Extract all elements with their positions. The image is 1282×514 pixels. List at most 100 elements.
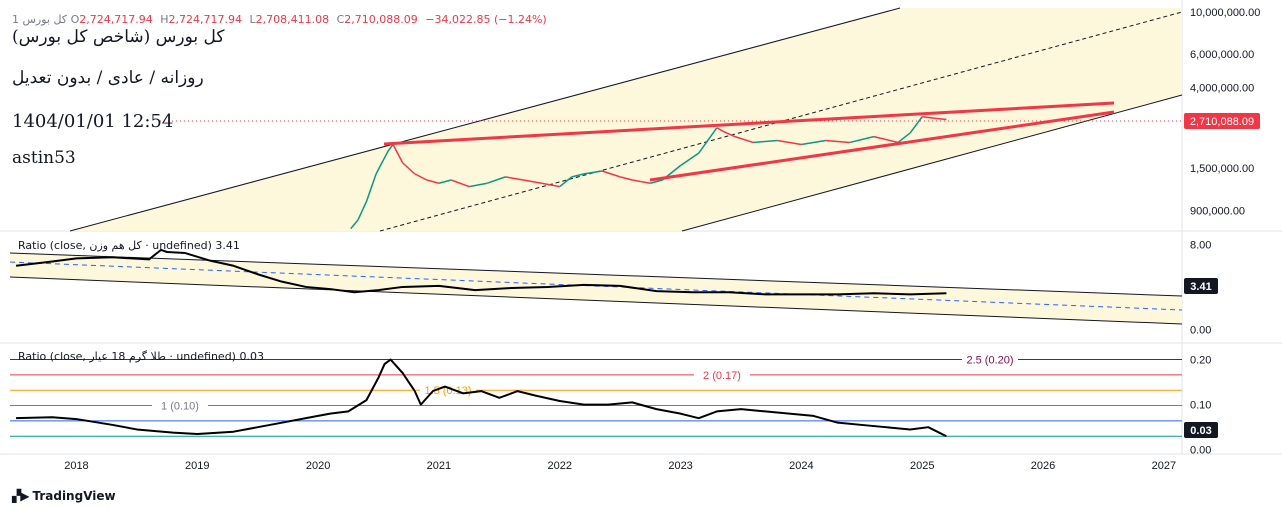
price-tick-label: 4,000,000.00	[1190, 82, 1254, 94]
chart-datetime: 1404/01/01 12:54	[12, 111, 174, 132]
close-label: C	[336, 13, 345, 26]
ratio1-value-badge-label: 3.41	[1190, 281, 1211, 293]
tradingview-brand[interactable]: ▞▶ TradingView	[12, 489, 116, 503]
ratio1-legend-name: Ratio (close, کل هم وزن · undefined)	[18, 239, 212, 252]
fib-levels[interactable]: 2.5 (0.20) 2 (0.17) 1.5 (0.13) 1 (0.10)	[10, 353, 1182, 437]
price-tick-label: 1,500,000.00	[1190, 163, 1254, 175]
channel-upper-line[interactable]	[69, 7, 901, 232]
ratio1-tick-label: 0.00	[1190, 324, 1211, 336]
last-price-label: 2,710,088.09	[1190, 116, 1254, 128]
ratio1-series[interactable]	[15, 248, 947, 296]
ratio1-channel-lower[interactable]	[9, 276, 1183, 325]
high-value: 2,724,717.94	[168, 13, 242, 26]
price-tick-label: 10,000,000.00	[1190, 7, 1260, 19]
low-value: 2,708,411.08	[255, 13, 330, 26]
ratio2-line[interactable]	[16, 358, 947, 438]
chart-author: astin53	[12, 148, 76, 168]
time-axis[interactable]: 2018 2019 2020 2021 2022 2023 2024 2025 2026 2027	[64, 460, 1176, 472]
price-segment	[541, 182, 560, 188]
ratio2-legend[interactable]: Ratio (close, طلا گرم 18 عیار · undefine…	[18, 350, 264, 363]
channel-lower-line[interactable]	[681, 94, 1183, 232]
time-tick-label: 2018	[64, 460, 88, 472]
symbol-label: 1 کل بورس	[12, 13, 68, 26]
price-segment	[392, 144, 404, 164]
time-tick-label: 2020	[306, 460, 330, 472]
ratio-pane-2[interactable]: 2.5 (0.20) 2 (0.17) 1.5 (0.13) 1 (0.10) 0.2…	[10, 353, 1218, 457]
price-segment	[753, 139, 778, 144]
time-tick-label: 2023	[668, 460, 692, 472]
price-segment	[505, 176, 524, 181]
channel-fill	[70, 8, 1182, 231]
price-segment	[909, 116, 923, 134]
trendline-upper[interactable]	[383, 101, 1115, 146]
price-segment	[897, 132, 911, 144]
ratio1-price-axis[interactable]: 8.00 0.00	[1190, 240, 1211, 337]
ratio2-price-axis[interactable]: 0.20 0.10 0.00	[1190, 355, 1211, 457]
price-segment	[922, 116, 935, 119]
time-tick-label: 2026	[1031, 460, 1055, 472]
fib-level-label: 1.5 (0.13)	[424, 385, 471, 397]
price-segment	[680, 152, 700, 167]
ratio1-line[interactable]	[15, 248, 947, 296]
main-pane[interactable]: 10,000,000.00 6,000,000.00 4,000,000.00 1,5…	[69, 7, 1260, 232]
ratio2-series[interactable]	[16, 358, 947, 438]
fib-level-label: 2.5 (0.20)	[966, 355, 1013, 367]
price-segment	[801, 139, 826, 146]
price-segment	[487, 176, 506, 184]
price-segment	[450, 179, 470, 188]
open-label: O	[70, 13, 80, 26]
price-segment	[387, 144, 394, 152]
close-value: 2,710,088.09	[344, 13, 418, 26]
main-price-axis[interactable]: 10,000,000.00 6,000,000.00 4,000,000.00 1,5…	[1190, 7, 1260, 217]
price-segment	[357, 201, 368, 221]
chart-subtitle: روزانه / عادی / بدون تعدیل	[12, 68, 204, 88]
price-segment	[438, 179, 452, 184]
ratio-pane-1[interactable]: 8.00 0.00 3.41	[9, 240, 1218, 337]
price-segment	[825, 139, 850, 144]
time-tick-label: 2027	[1152, 460, 1176, 472]
trendline-lower[interactable]	[649, 110, 1115, 182]
ratio2-legend-value: 0.03	[239, 350, 264, 363]
price-segment	[375, 150, 389, 175]
time-tick-label: 2019	[185, 460, 209, 472]
fib-level-label: 2 (0.17)	[703, 370, 741, 382]
fib-level-label-bg	[694, 368, 750, 381]
low-label: L	[249, 13, 256, 26]
price-segment	[849, 135, 875, 144]
price-segment	[601, 170, 621, 178]
price-segment	[934, 117, 947, 121]
brand-label: TradingView	[32, 489, 116, 503]
ohlc-legend[interactable]: 1 کل بورس O2,724,717.94 H2,724,717.94 L2…	[12, 13, 551, 26]
fib-level-label-bg	[152, 399, 208, 412]
ratio1-legend[interactable]: Ratio (close, کل هم وزن · undefined) 3.4…	[18, 239, 240, 252]
last-price-badge: 2,710,088.09	[1184, 113, 1260, 129]
price-segment	[365, 173, 377, 202]
ratio2-value-badge: 0.03	[1184, 422, 1218, 438]
price-tick-label: 900,000.00	[1190, 205, 1245, 217]
change-value: −34,022.85 (−1.24%)	[425, 13, 547, 26]
price-segment	[734, 135, 754, 144]
time-tick-label: 2021	[427, 460, 451, 472]
price-segment	[619, 176, 633, 181]
price-segment	[350, 219, 359, 230]
ratio1-value-badge: 3.41	[1184, 278, 1218, 294]
ratio1-channel-fill	[10, 253, 1182, 324]
price-segment	[468, 182, 488, 188]
price-segment	[559, 176, 573, 188]
ratio1-legend-value: 3.41	[215, 239, 240, 252]
ratio2-legend-name: Ratio (close, طلا گرم 18 عیار · undefine…	[18, 350, 236, 363]
price-segment	[722, 130, 736, 138]
price-segment	[523, 179, 542, 184]
ratio1-tick-label: 8.00	[1190, 240, 1211, 252]
ratio2-tick-label: 0.20	[1190, 355, 1211, 367]
fib-level-label: 1 (0.10)	[161, 401, 199, 413]
price-segment	[583, 170, 603, 175]
price-segment	[632, 179, 651, 184]
price-tick-label: 6,000,000.00	[1190, 49, 1254, 61]
price-segment	[873, 135, 899, 144]
tradingview-logo-icon: ▞▶	[12, 489, 29, 503]
ratio2-tick-label: 0.10	[1190, 400, 1211, 412]
chart-title: کل بورس (شاخص کل بورس)	[12, 27, 225, 47]
price-segment	[650, 179, 663, 184]
